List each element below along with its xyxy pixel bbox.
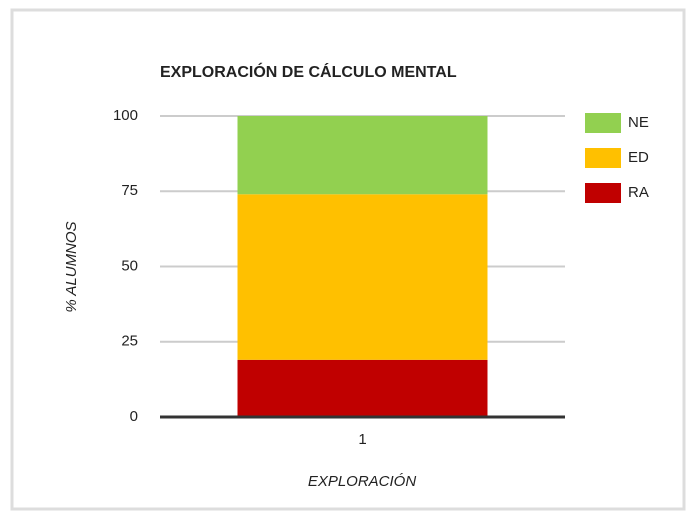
x-tick-label: 1: [358, 431, 366, 448]
y-tick-label: 0: [130, 408, 138, 425]
y-tick-label: 75: [121, 182, 138, 199]
bar-segment: [237, 194, 488, 360]
legend-swatch: [585, 183, 621, 203]
y-tick-label: 50: [121, 257, 138, 274]
legend-label: RA: [628, 184, 649, 201]
legend-swatch: [585, 148, 621, 168]
legend-label: ED: [628, 149, 649, 166]
y-axis-label: % ALUMNOS: [63, 221, 80, 312]
bar-segment: [237, 359, 488, 417]
legend-swatch: [585, 113, 621, 133]
x-axis-label: EXPLORACIÓN: [308, 473, 417, 490]
y-tick-label: 100: [113, 107, 138, 124]
chart-title: EXPLORACIÓN DE CÁLCULO MENTAL: [160, 62, 457, 81]
y-tick-label: 25: [121, 333, 138, 350]
bar-segment: [237, 116, 488, 195]
legend-label: NE: [628, 114, 649, 131]
